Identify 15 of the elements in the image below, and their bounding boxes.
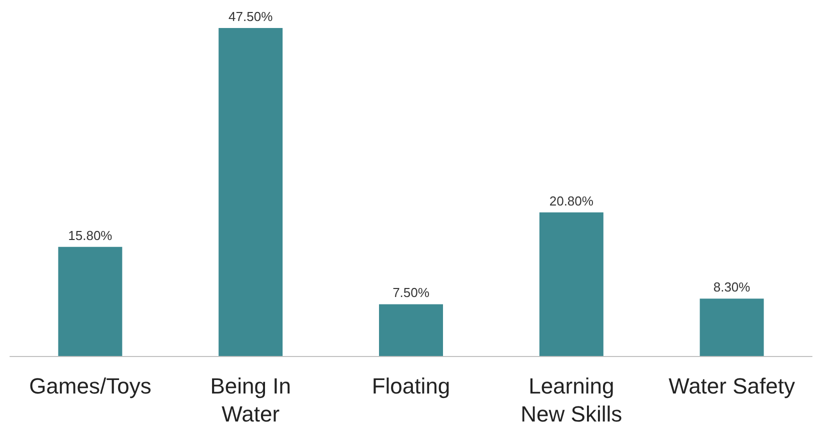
x-tick-label: Games/Toys (29, 374, 152, 398)
x-tick-label: Floating (372, 374, 450, 398)
data-label: 20.80% (549, 193, 594, 208)
data-label: 47.50% (228, 9, 274, 24)
bar (218, 28, 283, 356)
bar (379, 304, 443, 356)
data-label: 15.80% (68, 228, 113, 243)
x-tick-label: Water Safety (668, 374, 795, 398)
x-tick-label: Being In Water (210, 374, 291, 426)
data-label: 8.30% (713, 280, 751, 295)
bar (539, 212, 604, 356)
bar (700, 298, 764, 356)
data-label: 7.50% (392, 285, 430, 300)
x-tick-label: Learning New Skills (520, 374, 622, 426)
bar (58, 246, 122, 356)
